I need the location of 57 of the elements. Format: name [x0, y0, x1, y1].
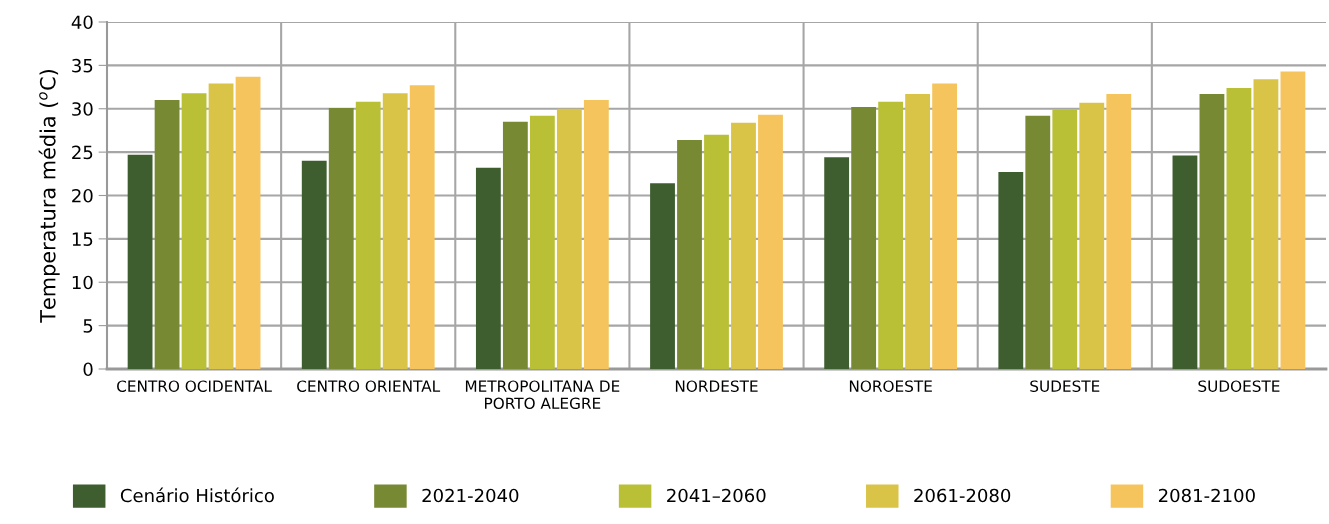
x-tick-label: CENTRO OCIDENTAL — [117, 380, 272, 392]
bar — [1172, 155, 1198, 369]
bar — [758, 114, 783, 369]
bar — [1025, 115, 1051, 369]
y-tick-label: 35 — [72, 58, 93, 73]
bar — [677, 139, 702, 369]
bar — [998, 172, 1024, 369]
bar — [235, 76, 261, 369]
y-axis-title: Temperatura média ($^{o}$C) — [38, 70, 60, 323]
bar — [905, 94, 931, 369]
bar — [1280, 71, 1306, 369]
legend-label: 2081-2100 — [1158, 488, 1255, 503]
legend-label: 2021-2040 — [422, 488, 519, 503]
bar — [1079, 102, 1105, 369]
legend-label: Cenário Histórico — [120, 487, 274, 503]
bar — [208, 83, 234, 369]
bar — [704, 134, 729, 369]
bar — [1226, 87, 1252, 369]
bar — [878, 101, 904, 369]
y-tick-label: 10 — [72, 275, 93, 290]
x-tick-label: NORDESTE — [675, 380, 758, 392]
bar — [824, 157, 850, 369]
bar — [355, 101, 381, 369]
bar — [1052, 109, 1078, 369]
legend-label: 2041–2060 — [667, 488, 766, 503]
bar — [502, 121, 528, 369]
bar — [1253, 79, 1279, 369]
y-tick-label: 0 — [83, 362, 93, 377]
bar — [529, 115, 555, 369]
bar — [154, 100, 180, 369]
bar — [851, 107, 877, 369]
y-tick-label: 40 — [71, 15, 93, 30]
legend-label: 2061-2080 — [914, 488, 1011, 503]
y-tick-label: 20 — [72, 188, 93, 203]
bar — [556, 108, 582, 369]
bar — [475, 167, 501, 369]
bar — [1199, 94, 1225, 369]
bar — [731, 122, 756, 369]
bar — [650, 183, 675, 369]
x-tick-label: SUDOESTE — [1198, 380, 1280, 392]
bar — [328, 107, 354, 369]
bar — [409, 85, 435, 369]
bar — [1106, 94, 1132, 369]
bar — [127, 154, 153, 369]
bar — [301, 160, 327, 369]
x-tick-label: NOROESTE — [849, 380, 932, 392]
bar — [382, 93, 408, 369]
x-tick-label: SUDESTE — [1030, 380, 1100, 392]
y-tick-label: 15 — [72, 232, 93, 246]
y-tick-label: 30 — [72, 102, 93, 116]
x-tick-label: CENTRO ORIENTAL — [297, 380, 441, 392]
bar — [181, 93, 207, 369]
bar — [932, 83, 958, 369]
y-tick-label: 25 — [72, 145, 93, 160]
x-tick-label: METROPOLITANA DE PORTO ALEGRE — [465, 380, 620, 410]
y-tick-label: 5 — [83, 319, 93, 333]
bar — [583, 100, 609, 369]
